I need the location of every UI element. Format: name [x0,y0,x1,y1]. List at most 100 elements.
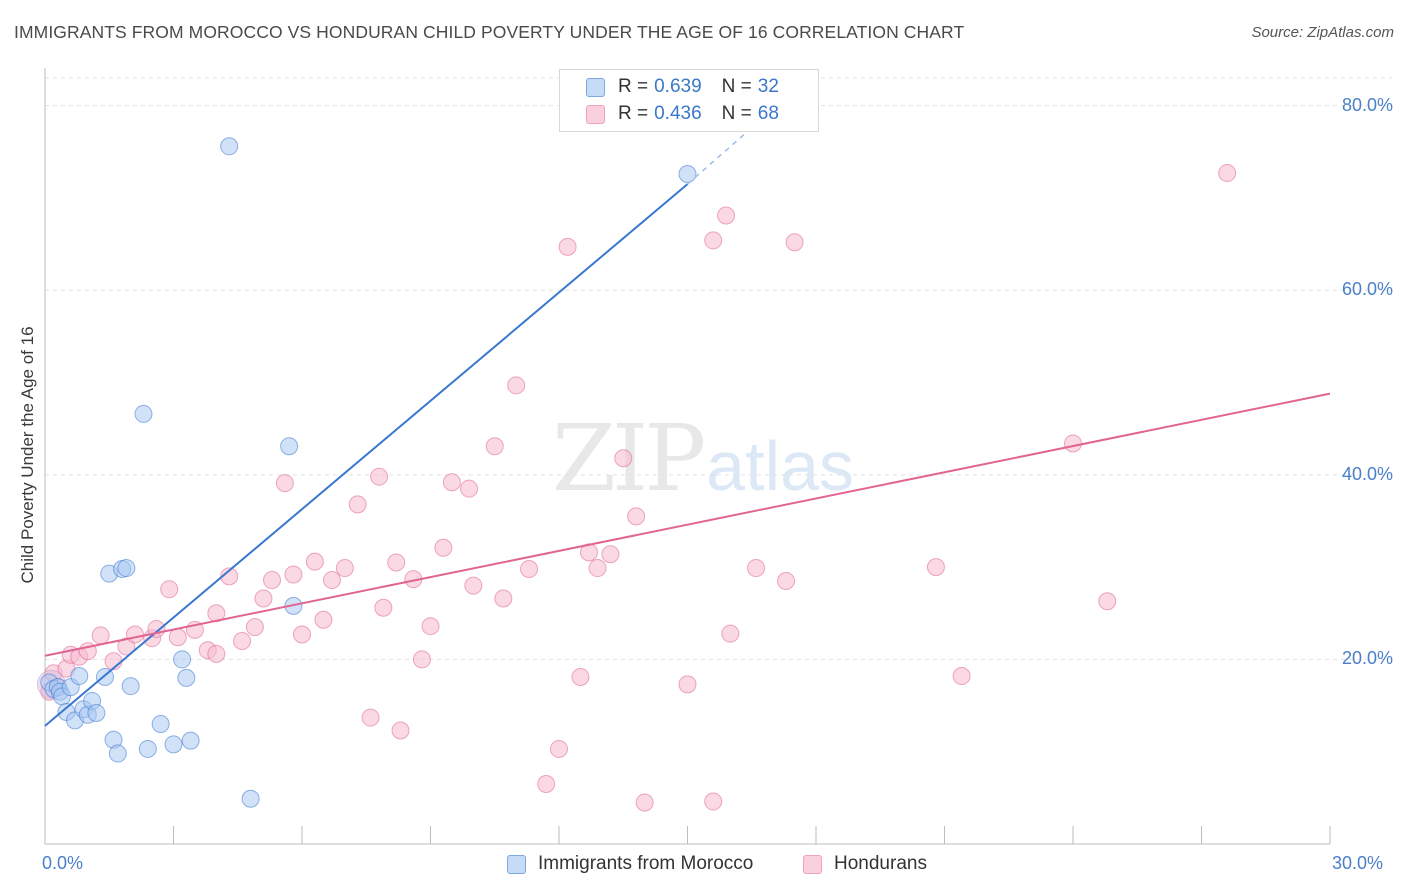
point-hondurans [464,576,483,595]
gridlines [45,77,1392,660]
x-tick-label-max: 30.0% [1332,853,1384,873]
point-hondurans [485,437,504,456]
point-morocco [220,137,239,156]
point-hondurans [335,559,354,578]
point-morocco [173,650,192,669]
point-hondurans [220,567,239,586]
point-hondurans [678,675,697,694]
legend-n-value: 68 [757,103,779,124]
point-hondurans [1064,434,1082,453]
point-hondurans [1098,592,1117,611]
legend-swatch-blue [586,77,605,97]
legend-swatch-pink [803,854,822,874]
point-hondurans [91,626,110,645]
y-axis-label: Child Poverty Under the Age of 16 [18,326,37,584]
point-hondurans [284,565,303,584]
legend-item-morocco[interactable]: Immigrants from Morocco [507,851,753,877]
point-hondurans [391,721,410,740]
point-hondurans [125,625,144,644]
point-hondurans [550,739,568,758]
point-hondurans [245,618,264,637]
trend-line-morocco-extension [687,127,753,185]
point-hondurans [442,473,461,492]
point-morocco [117,559,136,578]
point-morocco [177,668,196,687]
point-hondurans [1218,164,1237,183]
point-hondurans [168,628,187,647]
point-morocco [241,789,260,808]
point-hondurans [952,667,971,686]
point-morocco [678,164,697,183]
legend-n-label: N = [721,76,752,97]
legend-label-morocco: Immigrants from Morocco [538,853,754,874]
point-morocco [70,667,89,686]
point-hondurans [635,793,654,812]
trend-lines [44,127,1331,727]
legend-row-morocco: R = 0.639 N = 32 [586,75,779,99]
point-hondurans [717,206,736,225]
point-hondurans [275,474,294,493]
y-tick-label: 20.0% [1341,648,1393,669]
point-hondurans [387,553,406,572]
point-morocco [164,735,183,754]
axes [44,68,1331,845]
point-hondurans [305,552,324,571]
point-hondurans [434,538,453,557]
point-hondurans [263,571,282,590]
legend-r-label: R = [618,103,649,124]
point-hondurans [520,559,539,578]
point-hondurans [460,479,479,498]
point-hondurans [374,598,393,617]
point-morocco [108,744,127,763]
point-hondurans [588,559,607,578]
point-hondurans [627,507,646,526]
point-hondurans [507,376,526,395]
point-hondurans [322,571,341,590]
legend-r-value: 0.639 [654,76,702,97]
legend-row-hondurans: R = 0.436 N = 68 [586,102,779,126]
series-morocco-points [40,137,697,808]
point-hondurans [412,650,431,669]
point-hondurans [494,589,513,608]
point-hondurans [293,625,311,644]
point-morocco [134,404,153,423]
point-hondurans [348,495,367,514]
point-hondurans [926,558,945,577]
point-hondurans [537,775,556,794]
stats-legend: R = 0.639 N = 32 R = 0.436 N = 68 [559,69,819,132]
point-hondurans [704,231,723,250]
point-hondurans [558,237,577,256]
point-hondurans [254,589,273,608]
trend-line-hondurans [44,392,1331,657]
source-note: Source: ZipAtlas.com [1251,24,1394,41]
legend-swatch-blue [507,854,526,874]
point-hondurans [370,467,389,486]
chart-title: IMMIGRANTS FROM MOROCCO VS HONDURAN CHIL… [14,22,965,42]
point-hondurans [421,617,440,636]
y-tick-label: 40.0% [1341,463,1393,484]
point-hondurans [207,644,226,663]
legend-r-label: R = [618,76,649,97]
point-morocco [151,715,170,734]
legend-label-hondurans: Hondurans [834,853,927,874]
point-morocco [121,677,140,696]
point-morocco [138,739,157,758]
point-hondurans [160,580,179,599]
point-hondurans [747,559,766,578]
x-tick-label-min: 0.0% [42,853,84,873]
point-hondurans [721,624,740,643]
point-hondurans [314,610,333,629]
legend-item-hondurans[interactable]: Hondurans [803,851,927,877]
point-morocco [87,703,106,722]
point-hondurans [777,571,796,590]
point-hondurans [601,545,620,564]
point-hondurans [614,449,633,468]
point-hondurans [361,708,380,727]
point-hondurans [233,631,252,650]
legend-swatch-pink [586,104,605,124]
y-tick-label: 60.0% [1341,279,1393,300]
point-morocco [280,437,299,456]
point-hondurans [571,667,590,686]
point-hondurans [704,792,723,811]
y-tick-label: 80.0% [1341,94,1393,115]
